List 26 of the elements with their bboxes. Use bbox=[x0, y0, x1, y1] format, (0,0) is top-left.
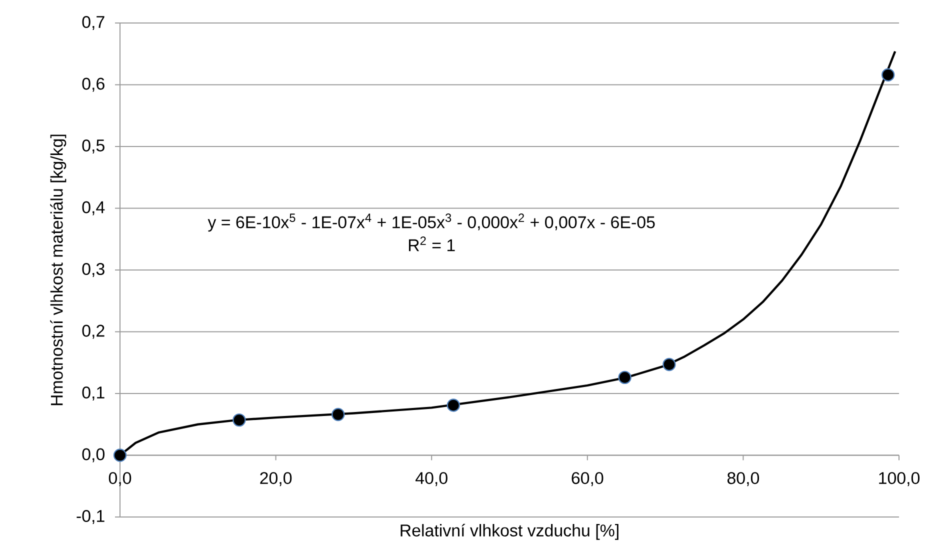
y-tick-label: -0,1 bbox=[76, 510, 104, 524]
x-tick-label: 40,0 bbox=[416, 472, 448, 486]
point bbox=[882, 68, 895, 82]
point bbox=[332, 408, 345, 422]
y-tick-label: 0,0 bbox=[82, 448, 105, 462]
point bbox=[232, 413, 246, 427]
x-tick-label: 60,0 bbox=[572, 472, 604, 486]
x-axis-title: Relativní vlhkost vzduchu [%] bbox=[400, 524, 618, 540]
point bbox=[618, 370, 632, 384]
x-tick-label: 0,0 bbox=[108, 472, 132, 486]
point bbox=[446, 398, 460, 412]
point bbox=[113, 448, 127, 462]
text: y = 6E-10x$^{5}$ - 1E-07x$^{4}$ + 1E-05x$^{3}$ - 0,000x$^{2}$ + 0,007x - 6E-05 bbox=[208, 214, 655, 232]
y-tick-label: 0,3 bbox=[82, 263, 104, 277]
y-tick-label: 0,4 bbox=[82, 201, 105, 216]
y-axis-title: Hmotnostní vlhkost materiálu [kg/kg] bbox=[50, 134, 66, 406]
y-tick-label: 0,1 bbox=[82, 386, 104, 400]
y-tick-label: 0,6 bbox=[82, 78, 104, 92]
y-tick-label: 0,5 bbox=[82, 140, 104, 154]
x-tick-label: 80,0 bbox=[727, 472, 760, 486]
annotation: R$^{2}$ = 1 bbox=[408, 236, 455, 252]
y-tick-label: 0,2 bbox=[82, 324, 104, 339]
x-tick-label: 20,0 bbox=[260, 472, 292, 486]
point bbox=[662, 358, 676, 372]
y-tick-label: 0,7 bbox=[82, 16, 104, 30]
x-tick-label: 100,0 bbox=[879, 472, 920, 486]
